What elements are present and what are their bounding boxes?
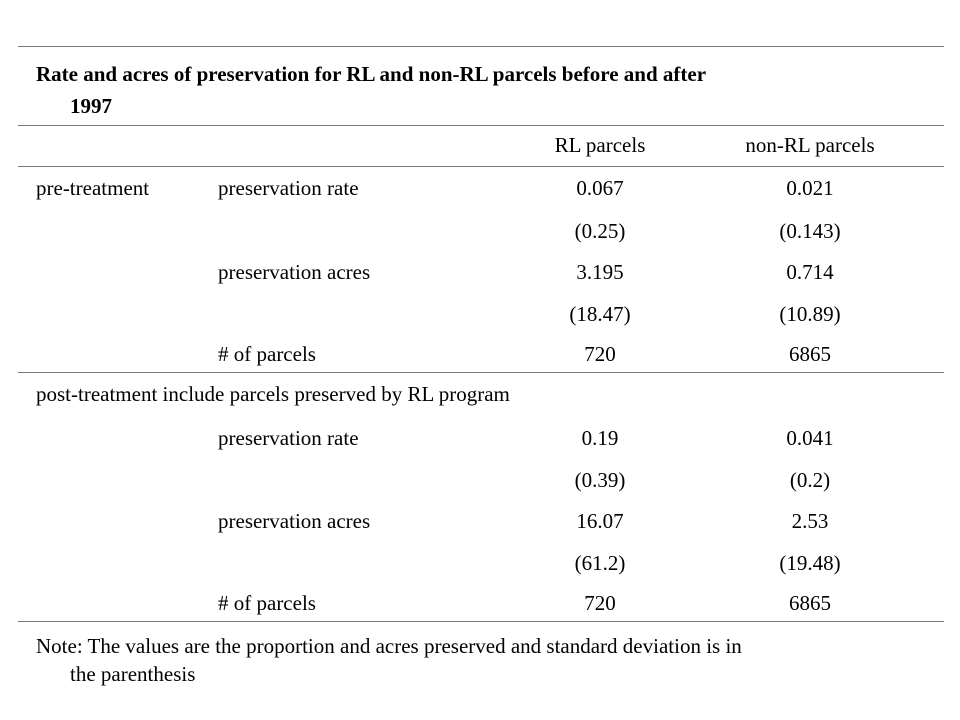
table-title-line-2: 1997 bbox=[70, 94, 112, 118]
post-treatment-label: post-treatment include parcels preserved… bbox=[36, 382, 510, 406]
post-acres-non-rl: 2.53 bbox=[791, 509, 829, 533]
table-title-line-1: Rate and acres of preservation for RL an… bbox=[36, 62, 707, 86]
post-rate-non-rl: 0.041 bbox=[786, 426, 834, 450]
post-rate-rl: 0.19 bbox=[581, 426, 619, 450]
table-note-line-2: the parenthesis bbox=[70, 662, 196, 686]
pre-count-label: # of parcels bbox=[218, 342, 316, 366]
post-rate-sd-non-rl: (0.2) bbox=[789, 468, 831, 492]
post-rate-sd-rl: (0.39) bbox=[574, 468, 626, 492]
pre-rate-sd-rl: (0.25) bbox=[574, 219, 626, 243]
pre-treatment-label: pre-treatment bbox=[36, 176, 150, 200]
pre-count-non-rl: 6865 bbox=[789, 342, 831, 366]
column-header-rl: RL parcels bbox=[554, 133, 646, 157]
bottom-rule bbox=[18, 621, 944, 622]
post-acres-sd-non-rl: (19.48) bbox=[779, 551, 841, 575]
pre-rate-sd-non-rl: (0.143) bbox=[779, 219, 841, 243]
pre-count-rl: 720 bbox=[584, 342, 616, 366]
pre-acres-sd-non-rl: (10.89) bbox=[779, 302, 841, 326]
post-rate-label: preservation rate bbox=[218, 426, 359, 450]
pre-rate-label: preservation rate bbox=[218, 176, 359, 200]
pre-rate-rl: 0.067 bbox=[576, 176, 624, 200]
table-note-line-1: Note: The values are the proportion and … bbox=[36, 634, 742, 658]
top-rule bbox=[18, 46, 944, 47]
header-rule bbox=[18, 166, 944, 167]
title-rule bbox=[18, 125, 944, 126]
post-acres-rl: 16.07 bbox=[576, 509, 624, 533]
post-acres-sd-rl: (61.2) bbox=[574, 551, 626, 575]
pre-acres-non-rl: 0.714 bbox=[786, 260, 834, 284]
post-count-non-rl: 6865 bbox=[789, 591, 831, 615]
column-header-non-rl: non-RL parcels bbox=[745, 133, 875, 157]
pre-acres-sd-rl: (18.47) bbox=[569, 302, 631, 326]
post-acres-label: preservation acres bbox=[218, 509, 371, 533]
table-title: Rate and acres of preservation for RL an… bbox=[36, 58, 936, 122]
pre-acres-label: preservation acres bbox=[218, 260, 371, 284]
section-rule bbox=[18, 372, 944, 373]
table-note: Note: The values are the proportion and … bbox=[36, 632, 941, 688]
post-count-rl: 720 bbox=[584, 591, 616, 615]
pre-rate-non-rl: 0.021 bbox=[786, 176, 834, 200]
post-count-label: # of parcels bbox=[218, 591, 316, 615]
pre-acres-rl: 3.195 bbox=[576, 260, 624, 284]
